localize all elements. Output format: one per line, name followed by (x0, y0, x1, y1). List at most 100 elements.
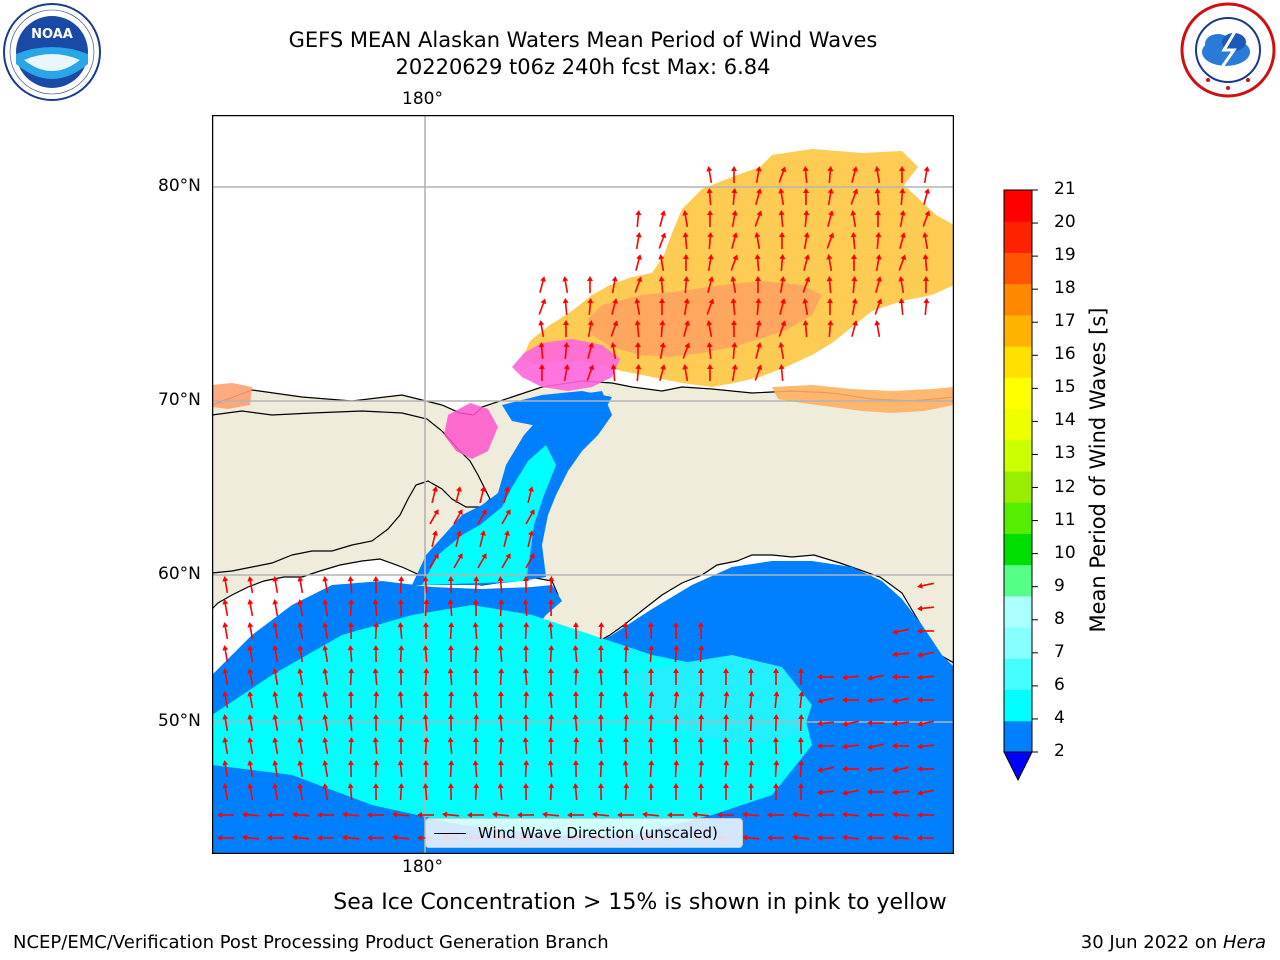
wind-wave-arrow (527, 486, 534, 503)
wind-wave-arrow (431, 486, 438, 503)
colorbar-segment (1004, 595, 1032, 628)
wind-wave-arrow (447, 737, 454, 755)
wind-wave-arrow (697, 622, 704, 640)
wind-wave-arrow (398, 783, 405, 801)
wind-wave-arrow (247, 691, 254, 709)
wind-wave-arrow (773, 714, 780, 732)
wind-wave-arrow (501, 553, 511, 569)
wind-wave-arrow (422, 576, 429, 594)
wind-wave-arrow (297, 714, 304, 732)
colorbar-tick-label: 7 (1054, 641, 1065, 662)
wind-wave-arrow (523, 760, 530, 778)
wind-wave-arrow (875, 232, 882, 250)
colorbar-tick-label: 2 (1054, 741, 1065, 761)
wind-wave-arrow (748, 691, 755, 709)
wind-wave-arrow (817, 812, 834, 818)
wind-wave-arrow (917, 697, 934, 703)
wind-wave-arrow (397, 599, 404, 617)
colorbar-tick-label: 20 (1054, 212, 1076, 233)
wind-wave-arrow (748, 783, 754, 800)
wind-wave-arrow (867, 720, 884, 726)
wind-wave-arrow (707, 276, 714, 293)
wind-wave-arrow (267, 835, 284, 841)
wind-wave-arrow (522, 599, 529, 617)
nws-logo (1178, 0, 1278, 100)
wind-wave-arrow (372, 599, 379, 617)
wind-wave-arrow (667, 812, 684, 818)
wind-wave-arrow (247, 714, 254, 732)
wind-wave-arrow (342, 834, 360, 841)
wind-wave-arrow (523, 691, 530, 709)
wind-wave-arrow (635, 342, 641, 359)
wind-wave-arrow (706, 188, 713, 206)
wind-wave-arrow (272, 576, 279, 594)
wind-wave-arrow (348, 599, 355, 617)
wind-wave-arrow (917, 766, 934, 772)
wind-wave-arrow (467, 812, 484, 818)
wind-wave-arrow (592, 811, 610, 818)
chart-title: GEFS MEAN Alaskan Waters Mean Period of … (288, 28, 878, 52)
chart-subtitle: 20220629 t06z 240h fcst Max: 6.84 (395, 55, 771, 79)
wind-wave-arrow (397, 691, 404, 709)
wind-wave-arrow (722, 737, 729, 755)
wind-wave-arrow (247, 599, 254, 617)
wind-wave-arrow (623, 714, 630, 732)
wind-wave-arrow (448, 691, 455, 709)
wind-wave-arrow (272, 714, 279, 732)
colorbar-label: Mean Period of Wind Waves [s] (1086, 307, 1110, 633)
colorbar-tick-label: 6 (1054, 674, 1065, 695)
wind-wave-arrow (610, 320, 619, 337)
colorbar-segment (1004, 658, 1032, 691)
wind-wave-arrow (347, 576, 354, 594)
wind-wave-arrow (658, 276, 665, 294)
colorbar-segment (1004, 190, 1032, 222)
wind-wave-arrow (778, 210, 785, 228)
wind-wave-arrow (397, 760, 404, 778)
wind-wave-arrow (247, 576, 254, 594)
sea-ice-orange (588, 281, 822, 357)
wind-wave-arrow (477, 553, 487, 569)
wind-wave-arrow (642, 811, 660, 818)
colorbar-segment (1004, 720, 1032, 753)
wind-wave-arrow (648, 668, 654, 685)
wind-wave-arrow (272, 737, 279, 755)
wind-wave-arrow (297, 599, 304, 617)
wind-wave-arrow (347, 714, 354, 732)
wind-wave-arrow (899, 232, 906, 249)
wind-wave-arrow (547, 737, 554, 755)
wind-wave-arrow (731, 188, 738, 206)
wind-wave-arrow (659, 298, 665, 315)
wind-wave-arrow (448, 622, 455, 640)
wind-wave-arrow (842, 697, 859, 703)
wind-wave-arrow (779, 254, 786, 272)
wind-wave-arrow (827, 188, 834, 206)
wind-wave-arrow (803, 232, 810, 250)
wind-wave-arrow (322, 645, 329, 663)
wind-wave-arrow (322, 691, 329, 709)
wind-wave-arrow (322, 668, 329, 686)
wind-wave-arrow (422, 691, 429, 709)
wind-wave-arrow (723, 668, 729, 685)
wind-wave-arrow (892, 628, 909, 635)
wind-wave-arrow (247, 668, 254, 686)
wind-wave-arrow (497, 622, 504, 640)
colorbar-tick-label: 18 (1054, 278, 1076, 299)
wind-wave-arrow (683, 320, 690, 337)
wind-wave-arrow (348, 668, 355, 686)
wind-wave-arrow (422, 622, 429, 640)
wind-wave-arrow (731, 364, 738, 382)
wind-wave-arrow (597, 645, 604, 663)
colorbar-segment (1004, 689, 1032, 722)
wind-wave-arrow (874, 298, 883, 315)
wind-wave-arrow (447, 714, 454, 732)
wind-wave-arrow (922, 232, 929, 250)
wind-wave-arrow (247, 622, 254, 640)
sea-ice-note: Sea Ice Concentration > 15% is shown in … (333, 890, 947, 915)
colorbar-segment (1004, 439, 1032, 472)
wind-wave-arrow (429, 553, 439, 569)
wind-wave-arrow (498, 668, 505, 686)
wind-wave-arrow (747, 737, 754, 755)
wind-wave-arrow (659, 320, 666, 338)
wind-wave-arrow (297, 691, 304, 709)
wind-wave-arrow (597, 714, 604, 732)
